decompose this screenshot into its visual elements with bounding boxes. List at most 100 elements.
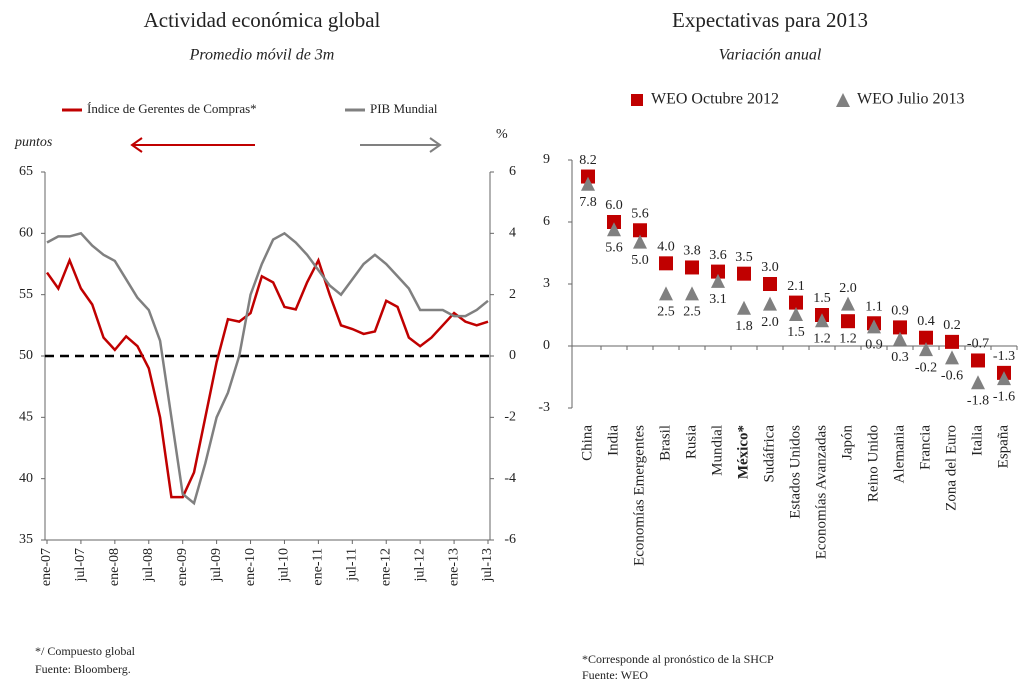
x-tick-label: jul-10 bbox=[277, 548, 292, 582]
x-tick-label: Economías Emergentes bbox=[631, 425, 647, 566]
value-label: 8.2 bbox=[579, 153, 597, 168]
value-label: 3.8 bbox=[683, 244, 701, 259]
x-tick-label: Japón bbox=[839, 425, 855, 460]
x-tick-label: ene-07 bbox=[39, 548, 54, 586]
marker bbox=[737, 266, 751, 281]
y-tick-label: -3 bbox=[538, 400, 550, 415]
marker bbox=[945, 334, 959, 349]
marker bbox=[763, 277, 777, 291]
value-label: 5.0 bbox=[631, 253, 649, 268]
x-tick-label: China bbox=[579, 425, 595, 461]
arrow-head bbox=[429, 137, 442, 153]
y-tick-label: 55 bbox=[19, 287, 33, 302]
value-label: 1.2 bbox=[813, 331, 831, 346]
value-label: -0.7 bbox=[967, 337, 989, 352]
note: Fuente: WEO bbox=[582, 668, 648, 682]
value-label: 3.1 bbox=[709, 292, 727, 307]
marker bbox=[607, 215, 621, 229]
value-label: -1.8 bbox=[967, 393, 989, 408]
value-label: 1.5 bbox=[813, 291, 831, 306]
marker bbox=[685, 286, 699, 301]
marker bbox=[659, 256, 673, 271]
value-label: 6.0 bbox=[605, 198, 623, 213]
x-tick-label: jul-11 bbox=[345, 548, 360, 582]
value-label: 5.6 bbox=[631, 206, 649, 221]
marker bbox=[789, 295, 803, 310]
x-tick-label: Economías Avanzadas bbox=[813, 425, 829, 559]
marker bbox=[893, 331, 907, 346]
x-tick-label: Brasil bbox=[657, 425, 673, 461]
marker bbox=[659, 286, 673, 301]
x-tick-label: México* bbox=[735, 425, 751, 479]
value-label: 3.0 bbox=[761, 260, 779, 275]
value-label: 1.5 bbox=[787, 325, 805, 340]
x-tick-label: jul-08 bbox=[141, 548, 156, 582]
legend-label: WEO Julio 2013 bbox=[857, 91, 965, 108]
marker bbox=[711, 264, 725, 279]
y-tick-label: 45 bbox=[19, 410, 33, 425]
value-label: 0.3 bbox=[891, 350, 909, 365]
y2-tick-label: -6 bbox=[504, 532, 516, 547]
x-tick-label: ene-13 bbox=[446, 548, 461, 586]
chart-title: Expectativas para 2013 bbox=[672, 8, 868, 32]
note: *Corresponde al pronóstico de la SHCP bbox=[582, 652, 774, 666]
y2-axis-label: % bbox=[496, 127, 508, 142]
value-label: 0.2 bbox=[943, 318, 961, 333]
chart-subtitle: Promedio móvil de 3m bbox=[189, 47, 335, 64]
series-line bbox=[45, 256, 489, 499]
value-label: 2.5 bbox=[657, 305, 675, 320]
marker bbox=[841, 314, 855, 329]
chart-title: Actividad económica global bbox=[144, 8, 381, 32]
marker bbox=[815, 313, 829, 328]
value-label: -0.2 bbox=[915, 360, 937, 375]
x-tick-label: India bbox=[605, 425, 621, 456]
x-tick-label: España bbox=[995, 425, 1011, 469]
marker bbox=[581, 176, 595, 191]
value-label: 2.1 bbox=[787, 279, 805, 294]
x-tick-label: Reino Unido bbox=[865, 425, 881, 502]
chart-subtitle: Variación anual bbox=[719, 47, 822, 64]
x-tick-label: jul-13 bbox=[480, 548, 495, 582]
y-tick-label: 9 bbox=[543, 152, 550, 167]
marker bbox=[919, 342, 933, 357]
marker bbox=[867, 319, 881, 334]
value-label: 0.9 bbox=[865, 338, 883, 353]
x-tick-label: Rusia bbox=[683, 425, 699, 460]
marker bbox=[971, 375, 985, 390]
note: */ Compuesto global bbox=[35, 644, 136, 658]
x-tick-label: ene-12 bbox=[378, 548, 393, 586]
value-label: 2.0 bbox=[839, 281, 857, 296]
y2-tick-label: 4 bbox=[509, 226, 516, 241]
value-label: -0.6 bbox=[941, 369, 963, 384]
value-label: 3.5 bbox=[735, 250, 753, 265]
y-axis-label: puntos bbox=[14, 135, 53, 150]
marker bbox=[633, 234, 647, 249]
x-tick-label: jul-07 bbox=[73, 548, 88, 582]
x-tick-label: ene-11 bbox=[311, 548, 326, 586]
y-tick-label: 35 bbox=[19, 532, 33, 547]
series-line bbox=[46, 231, 489, 506]
note: Fuente: Bloomberg. bbox=[35, 662, 131, 676]
x-tick-label: Zona del Euro bbox=[943, 425, 959, 511]
value-label: 1.8 bbox=[735, 319, 753, 334]
marker bbox=[997, 371, 1011, 386]
x-tick-label: jul-12 bbox=[412, 548, 427, 582]
value-label: 2.0 bbox=[761, 315, 779, 330]
y-tick-label: 60 bbox=[19, 226, 33, 241]
value-label: 1.2 bbox=[839, 331, 857, 346]
legend-label: PIB Mundial bbox=[370, 101, 438, 116]
y-tick-label: 50 bbox=[19, 348, 33, 363]
x-tick-label: ene-10 bbox=[243, 548, 258, 586]
legend-marker bbox=[631, 94, 643, 106]
x-tick-label: ene-09 bbox=[175, 548, 190, 586]
value-label: -1.6 bbox=[993, 389, 1015, 404]
x-tick-label: Italia bbox=[969, 425, 985, 456]
x-tick-label: Estados Unidos bbox=[787, 425, 803, 519]
marker bbox=[607, 222, 621, 237]
y-tick-label: 65 bbox=[19, 164, 33, 179]
marker bbox=[971, 353, 985, 368]
y-tick-label: 0 bbox=[543, 338, 550, 353]
marker bbox=[893, 320, 907, 335]
value-label: 1.1 bbox=[865, 299, 883, 314]
